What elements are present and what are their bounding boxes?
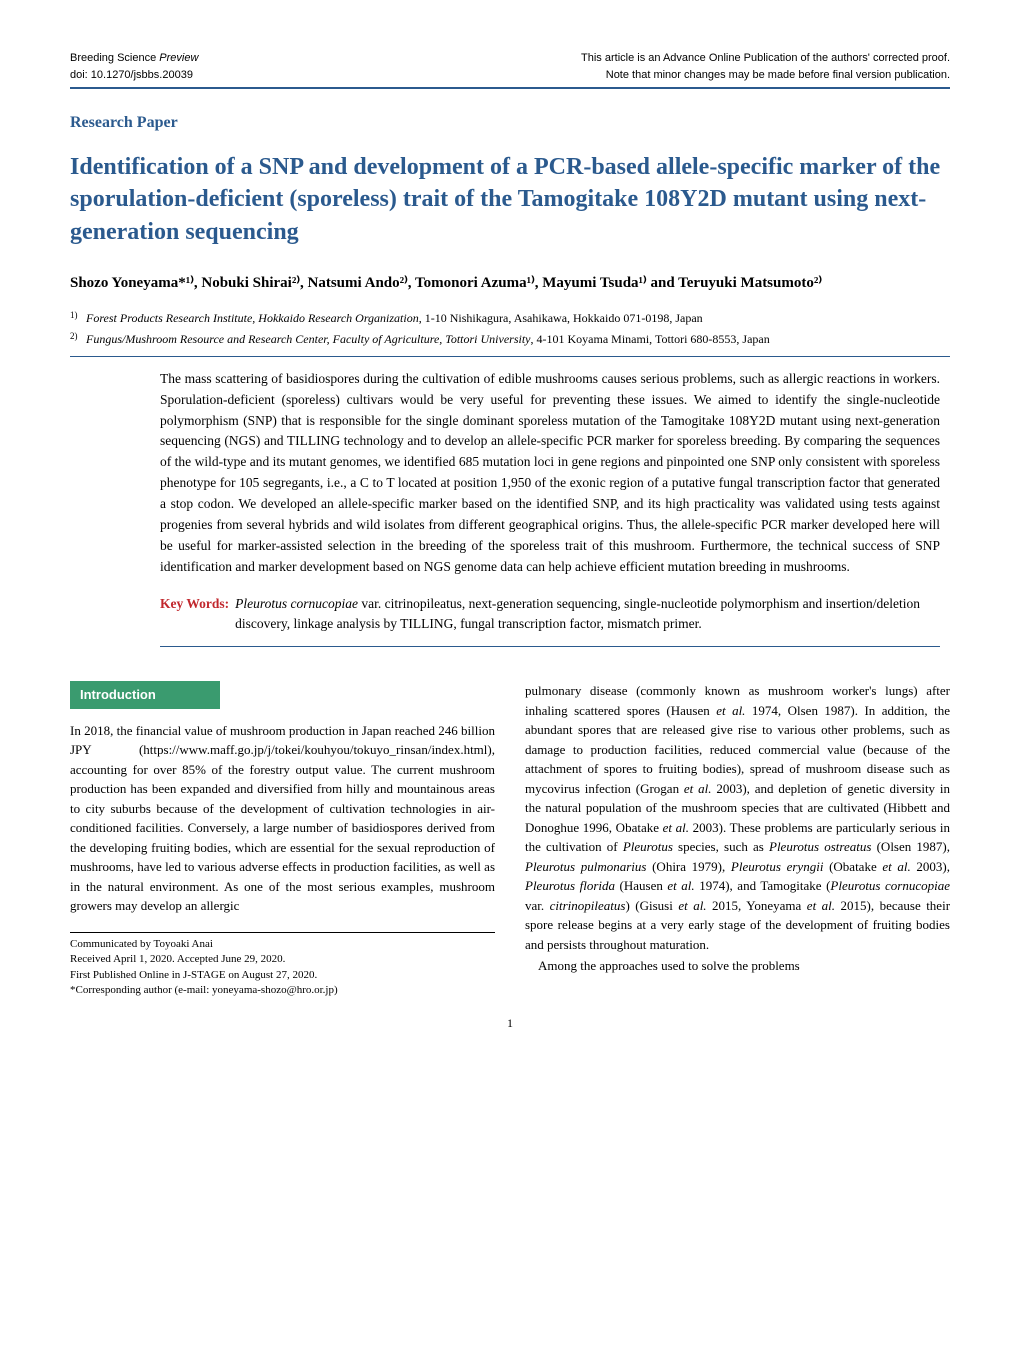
header-left: Breeding Science Preview doi: 10.1270/js… xyxy=(70,50,198,83)
affiliations: 1) Forest Products Research Institute, H… xyxy=(70,309,950,348)
column-right: pulmonary disease (commonly known as mus… xyxy=(525,681,950,998)
affil-num: 2) xyxy=(70,330,82,348)
footnotes: Communicated by Toyoaki Anai Received Ap… xyxy=(70,932,495,999)
article-title: Identification of a SNP and development … xyxy=(70,151,950,248)
body-columns: Introduction In 2018, the financial valu… xyxy=(70,681,950,998)
header-note-1: This article is an Advance Online Public… xyxy=(581,52,950,64)
page-number: 1 xyxy=(70,1014,950,1032)
header-right: This article is an Advance Online Public… xyxy=(581,50,950,83)
mid-rule-2 xyxy=(160,646,940,647)
journal-name: Breeding Science xyxy=(70,52,156,64)
header-note-2: Note that minor changes may be made befo… xyxy=(606,69,950,81)
keywords-text: Pleurotus cornucopiae var. citrinopileat… xyxy=(235,594,940,635)
intro-paragraph-1: In 2018, the financial value of mushroom… xyxy=(70,721,495,916)
footnote-communicated: Communicated by Toyoaki Anai xyxy=(70,937,495,952)
doi: doi: 10.1270/jsbbs.20039 xyxy=(70,69,193,81)
footnote-corresponding: *Corresponding author (e-mail: yoneyama-… xyxy=(70,983,495,998)
affil-addr: , 1-10 Nishikagura, Asahikawa, Hokkaido … xyxy=(419,311,703,325)
keywords-italic: Pleurotus cornucopiae xyxy=(235,596,358,611)
preview-label: Preview xyxy=(159,52,198,64)
footnote-received: Received April 1, 2020. Accepted June 29… xyxy=(70,952,495,967)
authors: Shozo Yoneyama*¹⁾, Nobuki Shirai²⁾, Nats… xyxy=(70,272,950,295)
affil-org: Forest Products Research Institute, Hokk… xyxy=(86,311,419,325)
abstract: The mass scattering of basidiospores dur… xyxy=(160,369,940,578)
footnote-published: First Published Online in J-STAGE on Aug… xyxy=(70,968,495,983)
mid-rule-1 xyxy=(70,356,950,357)
affil-addr: , 4-101 Koyama Minami, Tottori 680-8553,… xyxy=(531,332,770,346)
paper-type: Research Paper xyxy=(70,111,950,135)
top-rule xyxy=(70,87,950,89)
intro-paragraph-2: Among the approaches used to solve the p… xyxy=(525,956,950,976)
keywords-label: Key Words: xyxy=(160,594,229,635)
affil-num: 1) xyxy=(70,309,82,327)
affiliation-1: 1) Forest Products Research Institute, H… xyxy=(70,309,950,327)
keywords: Key Words: Pleurotus cornucopiae var. ci… xyxy=(160,594,940,635)
page-header: Breeding Science Preview doi: 10.1270/js… xyxy=(70,50,950,83)
affiliation-2: 2) Fungus/Mushroom Resource and Research… xyxy=(70,330,950,348)
section-introduction: Introduction xyxy=(70,681,220,709)
intro-paragraph-1-cont: pulmonary disease (commonly known as mus… xyxy=(525,681,950,954)
affil-org: Fungus/Mushroom Resource and Research Ce… xyxy=(86,332,531,346)
column-left: Introduction In 2018, the financial valu… xyxy=(70,681,495,998)
